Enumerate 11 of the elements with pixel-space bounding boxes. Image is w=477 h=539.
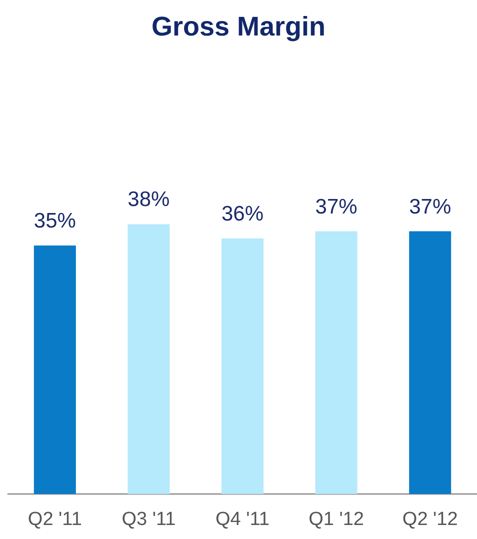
data-label: 37% (315, 195, 358, 218)
x-tick-label: Q2 '11 (28, 509, 82, 530)
data-label: 38% (128, 188, 170, 212)
x-tick-label: Q1 '12 (308, 509, 364, 530)
data-label: 36% (221, 202, 264, 226)
data-label: 35% (34, 210, 76, 232)
x-tick-label: Q3 '11 (122, 509, 176, 530)
x-tick-label: Q2 '12 (402, 509, 458, 530)
data-label: 37% (409, 195, 452, 218)
chart-title: Gross Margin (151, 12, 326, 42)
x-tick-label: Q4 '11 (216, 509, 270, 530)
